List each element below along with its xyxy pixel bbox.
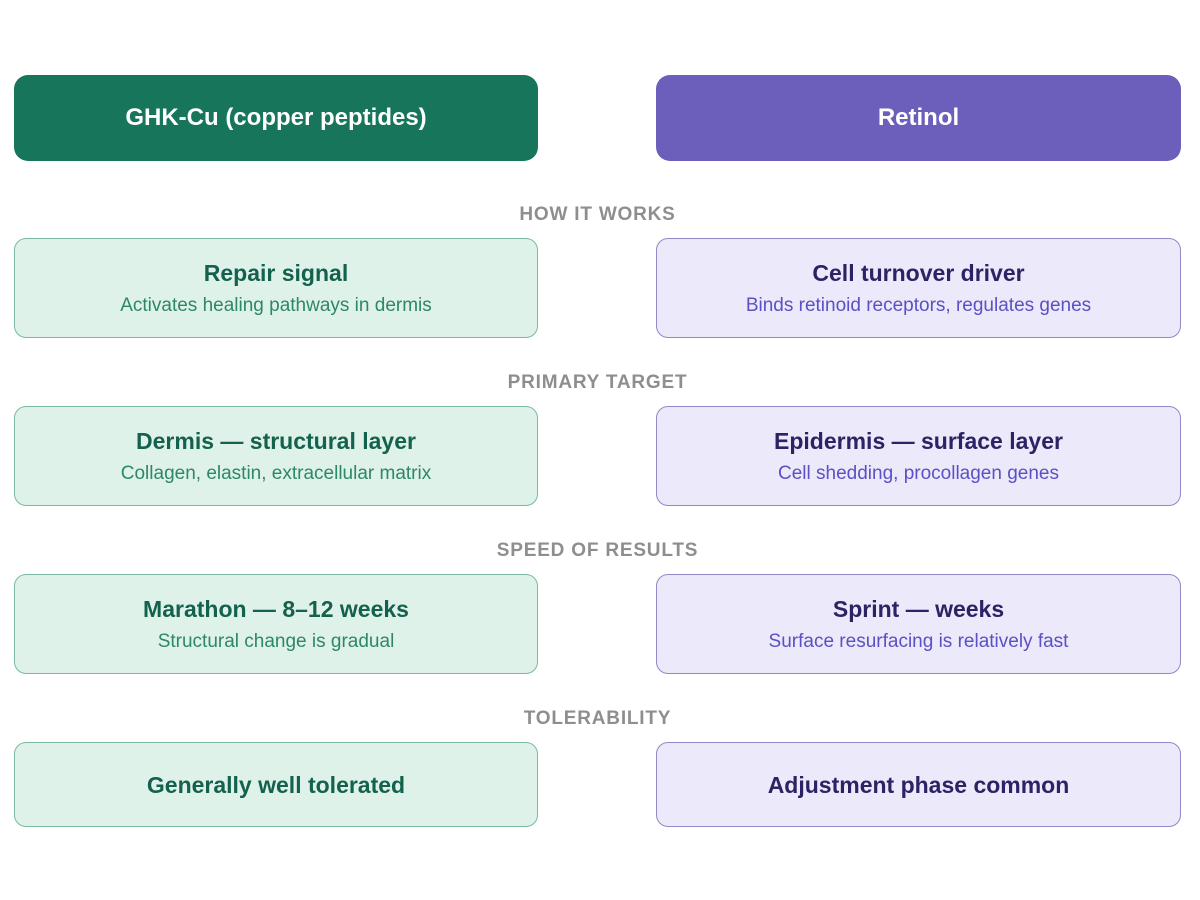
- section-label-speed-of-results: SPEED OF RESULTS: [496, 540, 699, 561]
- header-row: GHK-Cu (copper peptides) Retinol: [14, 75, 1181, 161]
- card-title: Repair signal: [203, 260, 349, 286]
- card-subtitle: Activates healing pathways in dermis: [120, 295, 432, 316]
- row-primary-target: Dermis — structural layer Collagen, elas…: [14, 406, 1181, 506]
- card-subtitle: Surface resurfacing is relatively fast: [768, 631, 1069, 652]
- section-label-tolerability: TOLERABILITY: [523, 708, 672, 729]
- column-header-retinol: Retinol: [656, 75, 1181, 161]
- card-title: Dermis — structural layer: [136, 428, 416, 454]
- card-subtitle: Binds retinoid receptors, regulates gene…: [745, 295, 1092, 316]
- row-tolerability: Generally well tolerated Adjustment phas…: [14, 742, 1181, 827]
- card-ghk-tolerability: Generally well tolerated: [14, 742, 538, 827]
- section-label-how-it-works: HOW IT WORKS: [519, 204, 676, 225]
- card-retinol-tolerability: Adjustment phase common: [656, 742, 1181, 827]
- card-title: Epidermis — surface layer: [774, 428, 1063, 454]
- card-ghk-primary-target: Dermis — structural layer Collagen, elas…: [14, 406, 538, 506]
- card-title: Sprint — weeks: [832, 596, 1005, 622]
- card-retinol-how-it-works: Cell turnover driver Binds retinoid rece…: [656, 238, 1181, 338]
- column-header-ghk-cu: GHK-Cu (copper peptides): [14, 75, 538, 161]
- card-retinol-primary-target: Epidermis — surface layer Cell shedding,…: [656, 406, 1181, 506]
- card-title: Adjustment phase common: [767, 771, 1070, 798]
- section-label-primary-target: PRIMARY TARGET: [507, 372, 688, 393]
- row-speed-of-results: Marathon — 8–12 weeks Structural change …: [14, 574, 1181, 674]
- row-how-it-works: Repair signal Activates healing pathways…: [14, 238, 1181, 338]
- card-retinol-speed-of-results: Sprint — weeks Surface resurfacing is re…: [656, 574, 1181, 674]
- card-title: Generally well tolerated: [146, 771, 406, 798]
- card-ghk-speed-of-results: Marathon — 8–12 weeks Structural change …: [14, 574, 538, 674]
- card-title: Cell turnover driver: [812, 260, 1025, 286]
- card-subtitle: Structural change is gradual: [157, 631, 395, 652]
- card-subtitle: Cell shedding, procollagen genes: [778, 463, 1059, 484]
- card-ghk-how-it-works: Repair signal Activates healing pathways…: [14, 238, 538, 338]
- card-title: Marathon — 8–12 weeks: [143, 596, 409, 622]
- card-subtitle: Collagen, elastin, extracellular matrix: [120, 463, 432, 484]
